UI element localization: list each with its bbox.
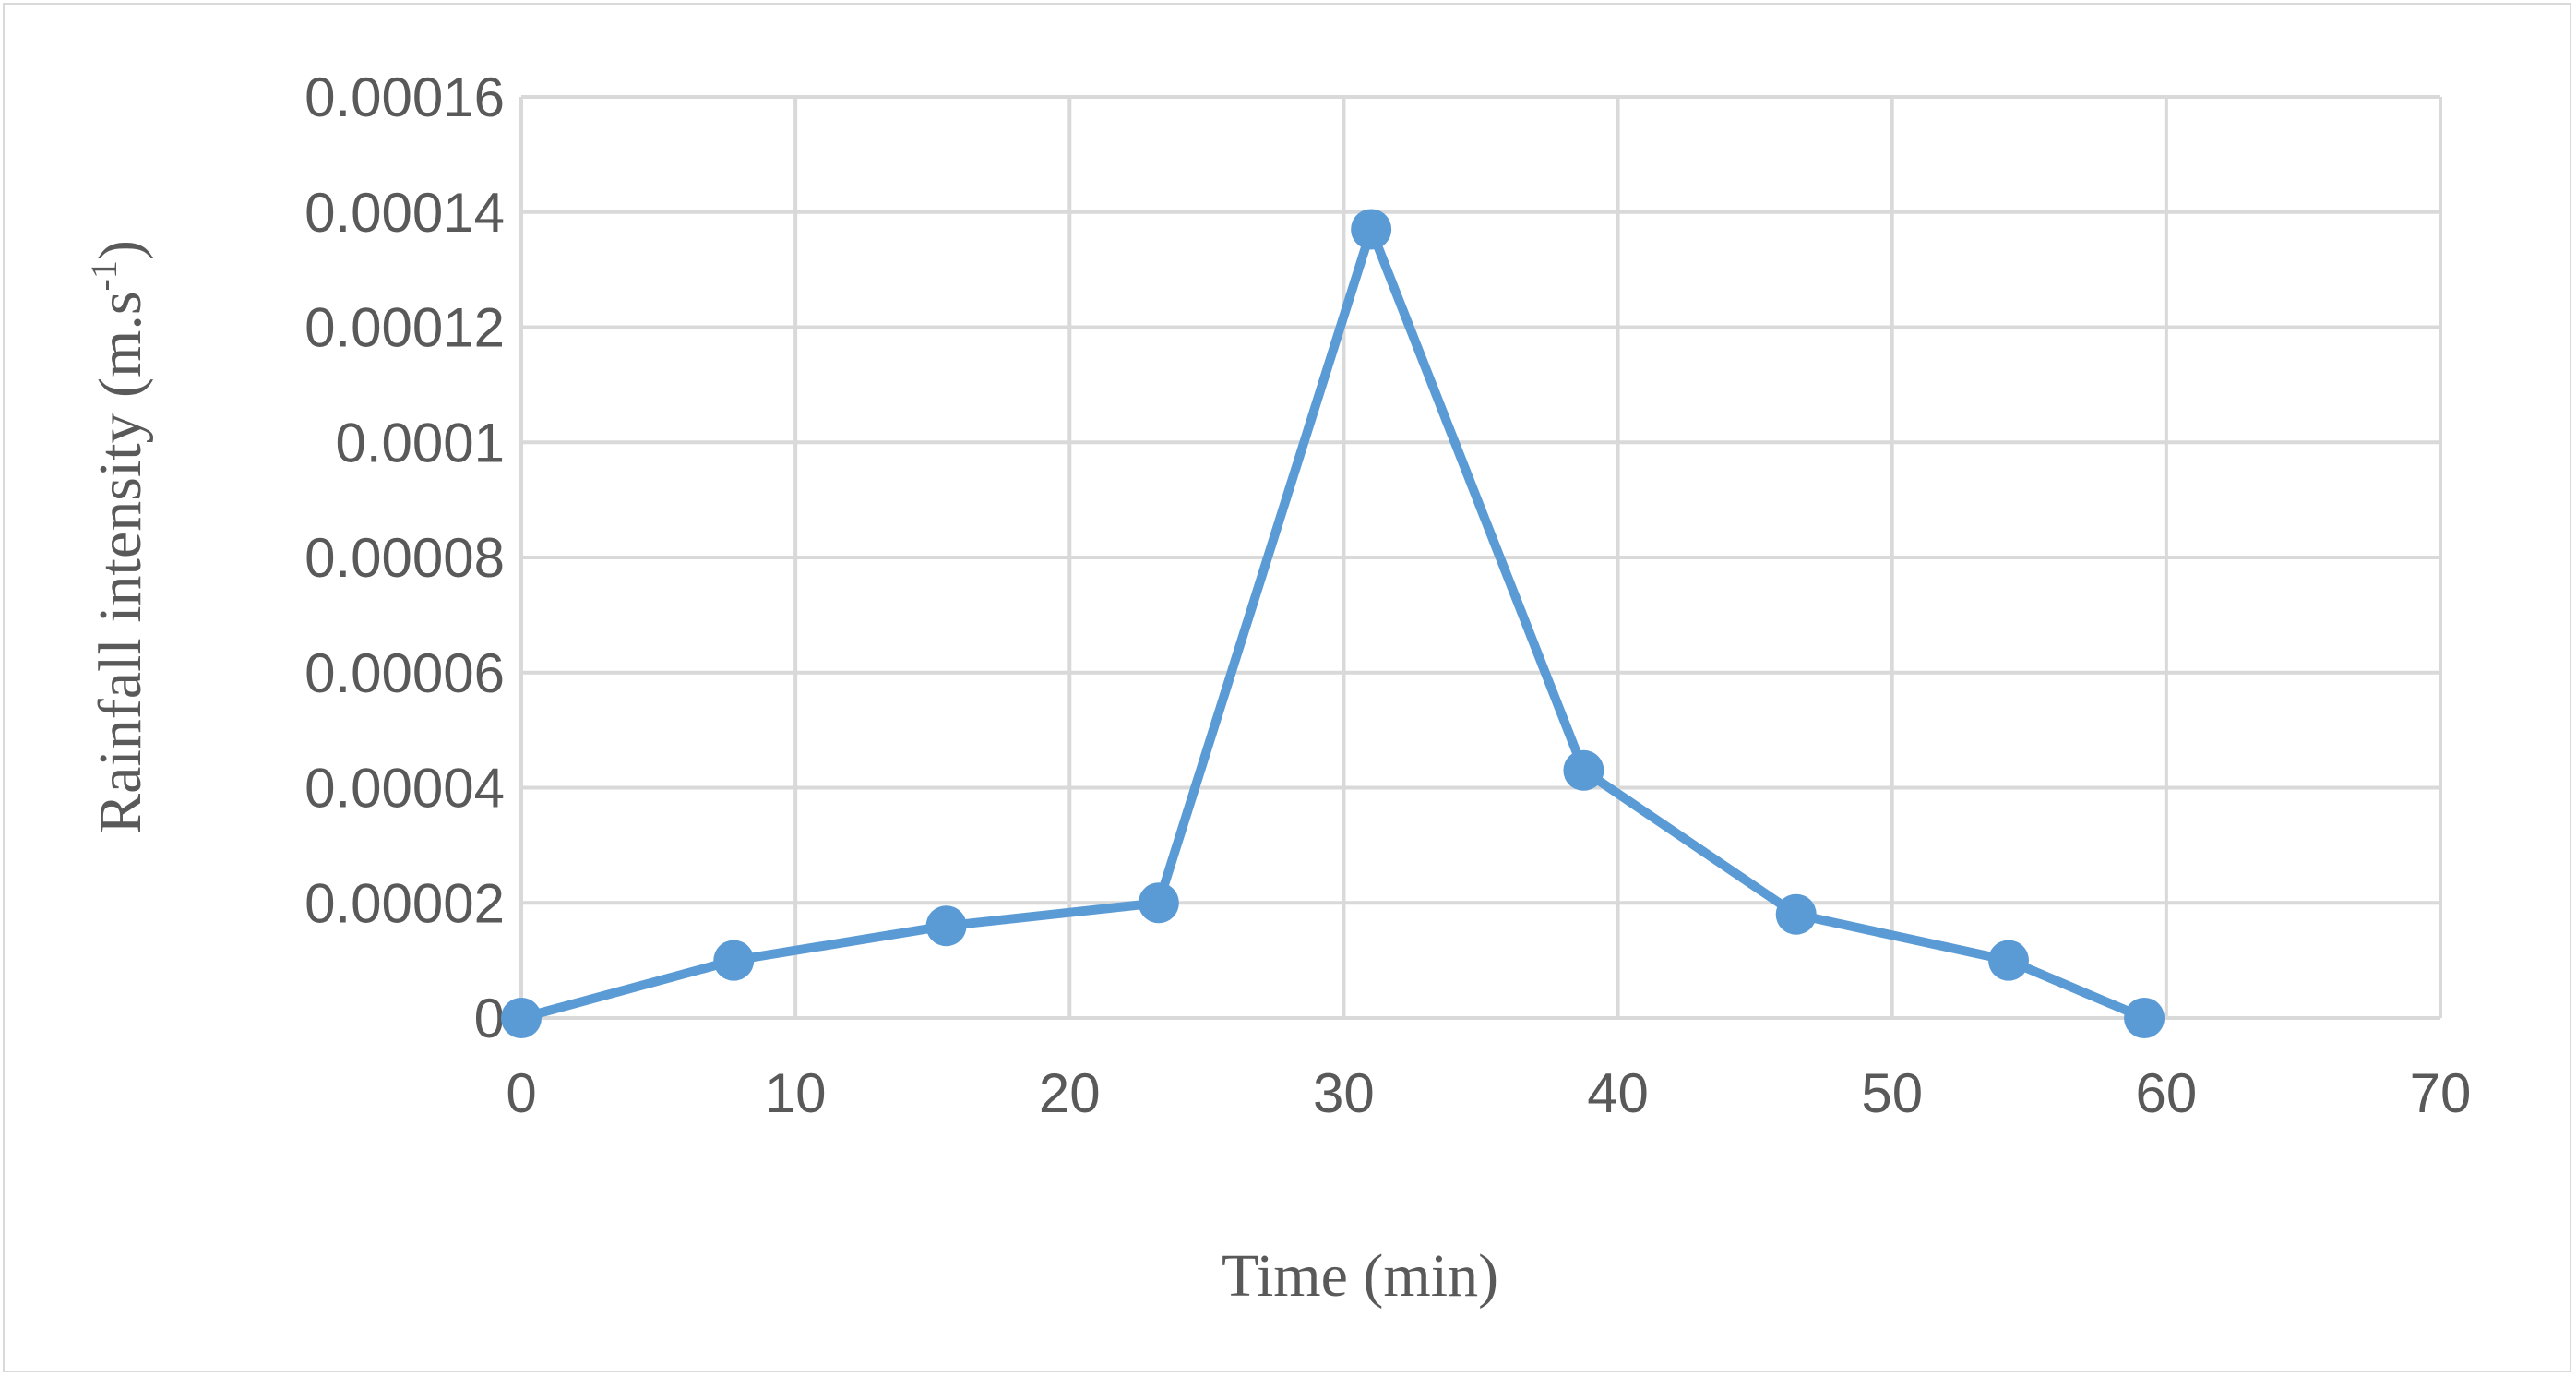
grid — [519, 95, 2442, 1020]
x-tick-label-3: 30 — [1313, 1062, 1375, 1124]
y-axis-title-superscript: -1 — [83, 260, 125, 291]
y-axis-title-close: ) — [87, 240, 154, 260]
data-point-6 — [1775, 893, 1817, 935]
y-tick-label-0: 0 — [474, 988, 505, 1049]
y-tick-label-3: 0.00006 — [304, 642, 505, 704]
x-tick-label-6: 60 — [2135, 1062, 2197, 1124]
y-axis-title: Rainfall intensity (m.s-1) — [83, 240, 154, 834]
x-axis-ticks: 0 10 20 30 40 50 60 70 — [506, 1062, 2471, 1124]
y-tick-label-4: 0.00008 — [304, 527, 505, 589]
data-point-5 — [1563, 749, 1604, 791]
y-tick-label-8: 0.00016 — [304, 66, 505, 128]
x-tick-label-4: 40 — [1587, 1062, 1649, 1124]
x-tick-label-0: 0 — [506, 1062, 536, 1124]
series-line-0 — [517, 224, 2150, 1023]
x-axis-title: Time (min) — [1222, 1242, 1498, 1310]
data-point-3 — [1138, 882, 1179, 924]
series — [501, 209, 2165, 1038]
y-tick-label-1: 0.00002 — [304, 872, 505, 934]
data-point-4 — [1351, 209, 1392, 250]
data-point-7 — [1988, 940, 2029, 981]
y-tick-label-2: 0.00004 — [304, 758, 505, 820]
x-tick-label-5: 50 — [1861, 1062, 1923, 1124]
x-tick-label-1: 10 — [765, 1062, 827, 1124]
y-axis-title-main: Rainfall intensity (m.s — [87, 291, 154, 833]
y-tick-label-5: 0.0001 — [335, 412, 505, 473]
x-tick-label-7: 70 — [2410, 1062, 2472, 1124]
data-point-0 — [501, 998, 542, 1038]
data-point-1 — [713, 940, 755, 981]
data-point-2 — [925, 905, 967, 947]
y-tick-label-6: 0.00012 — [304, 297, 505, 359]
x-tick-label-2: 20 — [1039, 1062, 1101, 1124]
data-point-8 — [2124, 998, 2165, 1038]
y-axis-ticks: 0 0.00002 0.00004 0.00006 0.00008 0.0001 0.000… — [304, 66, 505, 1049]
chart-frame — [3, 3, 2571, 1372]
y-tick-label-7: 0.00014 — [304, 182, 505, 244]
